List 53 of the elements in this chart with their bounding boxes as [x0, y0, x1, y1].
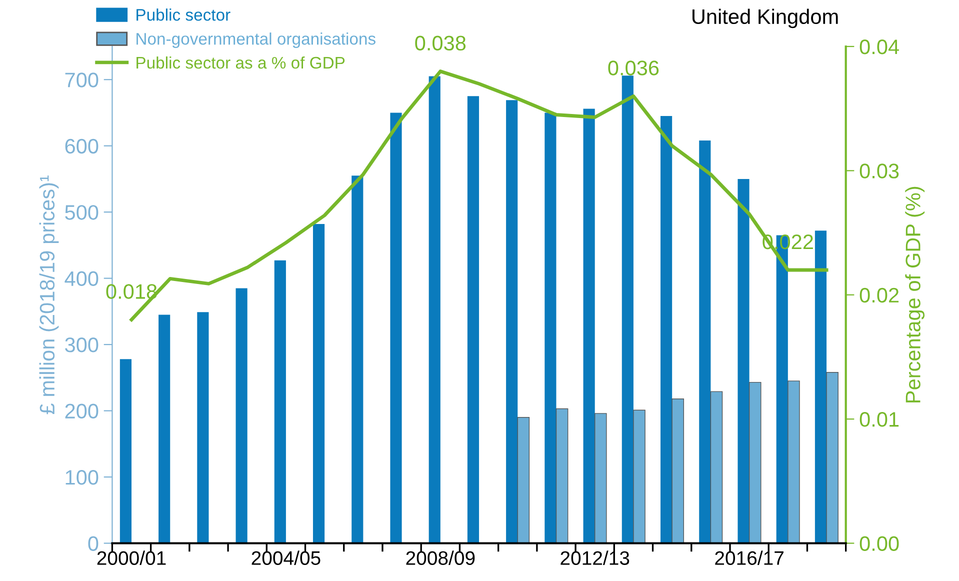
bar	[826, 372, 838, 544]
y-tick-label: 100	[66, 470, 98, 485]
bar	[517, 417, 530, 544]
bar	[699, 140, 711, 544]
y2-axis-title: Percentage of GDP (%)	[905, 186, 925, 402]
bar	[352, 176, 364, 544]
y-tick-label: 0	[88, 536, 98, 551]
y2-tick-label: 0.03	[860, 164, 899, 178]
data-label: 0.036	[608, 60, 659, 76]
y-tick-label: 200	[65, 404, 98, 419]
y2-tick-label: 0.02	[860, 288, 899, 303]
bar	[312, 224, 325, 544]
legend-label: Non-governmental organisations	[136, 32, 376, 48]
bar	[556, 408, 568, 544]
bar	[738, 178, 750, 544]
bar	[622, 76, 634, 544]
y-tick-label: 400	[64, 271, 98, 286]
bar	[660, 116, 672, 544]
bar	[506, 100, 518, 544]
chart-title: United Kingdom	[692, 8, 838, 28]
bar	[158, 314, 170, 544]
bar	[672, 398, 684, 544]
bar	[633, 410, 646, 544]
data-label: 0.038	[415, 36, 466, 51]
bar	[390, 112, 402, 544]
bar	[583, 108, 595, 544]
legend-label: Public sector as a % of GDP	[136, 56, 345, 69]
bar	[814, 230, 827, 544]
bar	[594, 413, 607, 544]
y-tick-label: 500	[65, 205, 98, 220]
bar	[197, 312, 209, 544]
x-tick-label: 2016/17	[715, 550, 784, 565]
y2-tick-label: 0.04	[860, 39, 899, 54]
bar	[467, 96, 480, 544]
x-tick-label: 2012/13	[560, 550, 630, 565]
y-axis-title: £ million (2018/19 prices)¹	[39, 175, 59, 414]
x-tick-label: 2004/05	[252, 550, 320, 565]
bar	[544, 112, 556, 544]
y-tick-label: 600	[65, 138, 98, 154]
bar	[710, 391, 723, 544]
y-tick-label: 700	[65, 72, 98, 88]
bar	[428, 76, 440, 544]
bar	[236, 288, 248, 544]
y2-tick-label: 0.00	[860, 536, 899, 551]
bar	[274, 260, 286, 544]
legend-label: Public sector	[136, 8, 230, 21]
y2-tick-label: 0.01	[860, 412, 899, 427]
bar	[120, 359, 132, 544]
y-tick-label: 300	[65, 338, 98, 352]
x-tick-label: 2000/01	[97, 550, 166, 565]
x-tick-label: 2008/09	[406, 550, 475, 565]
bar	[788, 380, 800, 544]
bar	[748, 382, 762, 544]
